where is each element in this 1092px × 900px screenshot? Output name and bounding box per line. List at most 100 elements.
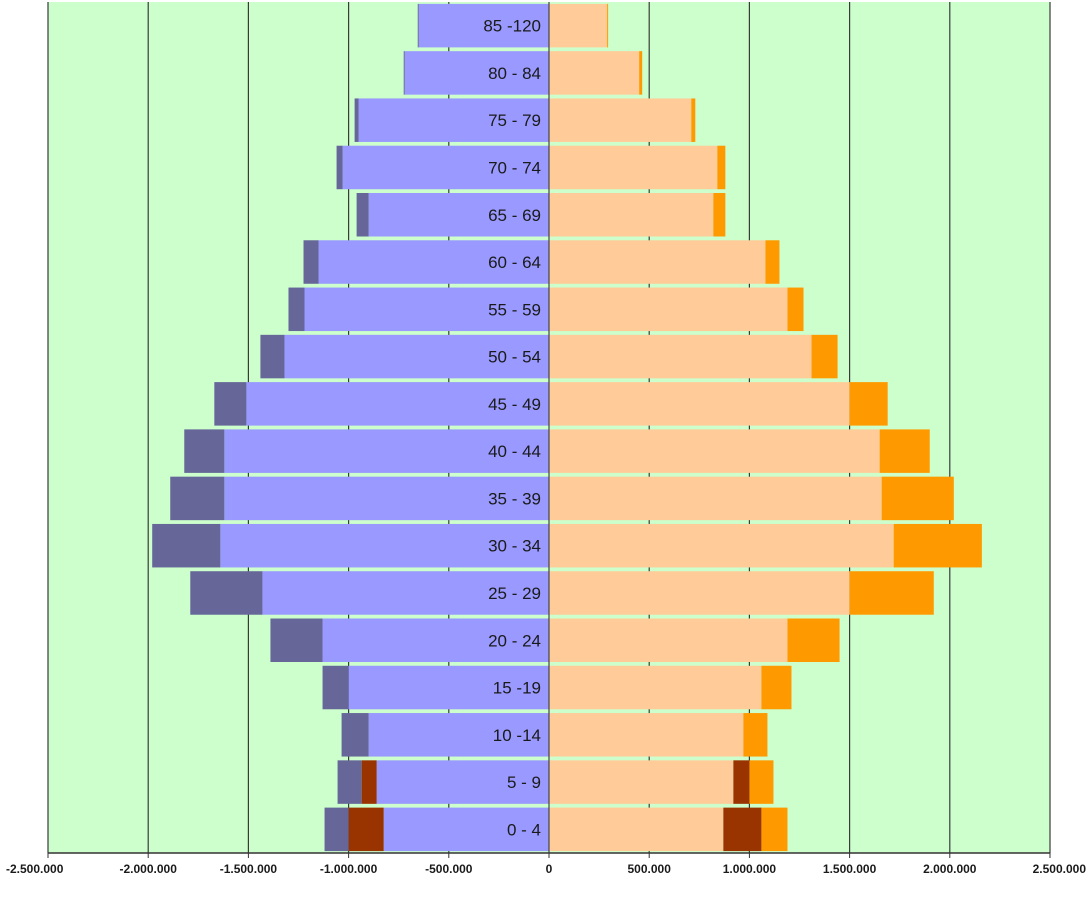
x-tick-label-3: -1.000.000 [320, 862, 378, 876]
age-group-label-5: 25 - 29 [488, 584, 541, 603]
bar-left-s2-r11 [288, 287, 305, 332]
age-group-label-7: 35 - 39 [488, 489, 541, 508]
bar-right-s3-r14 [549, 145, 718, 190]
bar-left-s2-r6 [152, 523, 221, 568]
x-tick-label-0: -2.500.000 [6, 862, 64, 876]
bar-right-s3-r9 [549, 382, 850, 426]
bar-left-s2-r4 [270, 618, 323, 662]
x-tick-label-6: 500.000 [628, 862, 672, 876]
age-group-label-8: 40 - 44 [488, 442, 541, 461]
bar-right-s3-r7 [549, 476, 882, 521]
bar-left-s0-r7 [224, 476, 550, 521]
bar-right-s3-r4 [549, 618, 788, 662]
bar-left-s0-r17 [418, 3, 549, 48]
bar-left-s0-r3 [348, 665, 549, 710]
bar-right-s5-r6 [893, 523, 982, 568]
bar-right-s4-r1 [733, 760, 750, 804]
bar-left-s0-r8 [224, 429, 550, 473]
bar-left-s2-r7 [170, 476, 225, 521]
bar-right-s5-r5 [849, 571, 934, 615]
bar-left-s2-r8 [184, 429, 225, 473]
bar-right-s5-r14 [717, 145, 726, 190]
bar-left-s0-r5 [262, 571, 549, 615]
bar-right-s3-r12 [549, 240, 766, 284]
x-tick-label-9: 2.000.000 [923, 862, 977, 876]
bar-left-s2-r0 [324, 807, 349, 852]
bar-left-s0-r14 [342, 145, 549, 190]
bar-right-s5-r0 [761, 807, 788, 852]
age-group-label-6: 30 - 34 [488, 537, 541, 556]
bar-left-s0-r12 [318, 240, 549, 284]
bar-left-s1-r0 [348, 807, 384, 852]
bar-right-s5-r3 [761, 665, 792, 710]
bar-right-s5-r15 [691, 98, 696, 142]
bar-right-s5-r13 [713, 193, 726, 237]
bar-left-s2-r12 [303, 240, 319, 284]
bar-right-s3-r2 [549, 713, 744, 757]
bar-right-s5-r12 [765, 240, 780, 284]
bar-left-s0-r11 [304, 287, 549, 332]
bar-left-s2-r15 [354, 98, 359, 142]
age-group-label-13: 65 - 69 [488, 206, 541, 225]
bar-left-s0-r16 [404, 51, 549, 95]
age-group-label-12: 60 - 64 [488, 253, 541, 272]
bar-right-s5-r17 [607, 3, 609, 48]
bar-left-s0-r4 [322, 618, 549, 662]
bar-left-s2-r2 [341, 713, 369, 757]
bar-right-s4-r0 [723, 807, 762, 852]
bar-left-s2-r5 [190, 571, 263, 615]
age-group-label-17: 85 -120 [483, 17, 541, 36]
bar-left-s2-r17 [417, 3, 419, 48]
x-tick-label-8: 1.500.000 [823, 862, 877, 876]
bar-right-s5-r4 [787, 618, 840, 662]
age-group-label-2: 10 -14 [493, 726, 541, 745]
bar-right-s5-r8 [879, 429, 930, 473]
age-group-label-10: 50 - 54 [488, 348, 541, 367]
bar-left-s0-r10 [284, 334, 549, 379]
bar-right-s5-r7 [881, 476, 954, 521]
bar-left-s0-r15 [358, 98, 549, 142]
bar-left-s0-r9 [246, 382, 549, 426]
age-group-label-11: 55 - 59 [488, 300, 541, 319]
x-tick-label-7: 1.000.000 [723, 862, 777, 876]
age-group-label-0: 0 - 4 [507, 820, 541, 839]
bar-right-s5-r1 [749, 760, 774, 804]
x-tick-label-1: -2.000.000 [120, 862, 178, 876]
x-tick-label-10: 2.500.000 [1033, 862, 1087, 876]
bar-right-s3-r13 [549, 193, 714, 237]
bar-left-s2-r14 [336, 145, 343, 190]
bar-right-s5-r9 [849, 382, 888, 426]
bar-right-s3-r6 [549, 523, 894, 568]
bar-left-s0-r0 [383, 807, 549, 852]
bar-right-s3-r3 [549, 665, 762, 710]
bar-left-s0-r13 [368, 193, 549, 237]
bar-right-s5-r2 [743, 713, 768, 757]
bar-right-s3-r0 [549, 807, 724, 852]
age-group-label-16: 80 - 84 [488, 64, 541, 83]
age-group-label-14: 70 - 74 [488, 158, 541, 177]
x-tick-label-5: 0 [546, 862, 553, 876]
bar-left-s2-r9 [214, 382, 247, 426]
bar-left-s0-r2 [368, 713, 549, 757]
bar-right-s3-r5 [549, 571, 850, 615]
bar-right-s3-r10 [549, 334, 812, 379]
bar-right-s5-r16 [639, 51, 643, 95]
bar-left-s2-r10 [260, 334, 285, 379]
age-group-label-1: 5 - 9 [507, 773, 541, 792]
bar-left-s2-r1 [337, 760, 362, 804]
bar-left-s0-r6 [220, 523, 549, 568]
age-group-label-3: 15 -19 [493, 679, 541, 698]
bar-right-s3-r1 [549, 760, 734, 804]
x-tick-label-2: -1.500.000 [220, 862, 278, 876]
age-group-label-15: 75 - 79 [488, 111, 541, 130]
bar-right-s5-r11 [787, 287, 804, 332]
bar-right-s3-r8 [549, 429, 880, 473]
x-tick-label-4: -500.000 [425, 862, 473, 876]
age-group-label-4: 20 - 24 [488, 631, 541, 650]
bar-right-s5-r10 [811, 334, 838, 379]
bar-right-s3-r16 [549, 51, 640, 95]
bar-right-s3-r17 [549, 3, 608, 48]
bar-left-s2-r16 [403, 51, 405, 95]
